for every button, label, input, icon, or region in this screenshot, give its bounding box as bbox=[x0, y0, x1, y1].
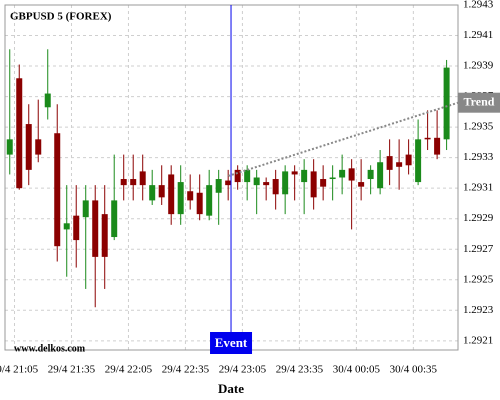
candle-body bbox=[225, 180, 232, 186]
candle-body bbox=[320, 179, 327, 187]
candle-body bbox=[339, 169, 346, 178]
event-label: Event bbox=[215, 335, 248, 350]
y-tick-label: 1.2923 bbox=[463, 304, 494, 316]
candle-body bbox=[187, 191, 194, 201]
candle-body bbox=[16, 78, 23, 189]
candle-body bbox=[386, 156, 393, 170]
x-tick-label: 29/4 23:35 bbox=[276, 364, 324, 376]
x-tick-label: 30/4 00:05 bbox=[333, 364, 381, 376]
candle-body bbox=[149, 185, 156, 201]
candle-body bbox=[263, 182, 270, 186]
candle-body bbox=[244, 169, 251, 183]
candle-body bbox=[215, 179, 222, 193]
y-tick-label: 1.2943 bbox=[463, 0, 494, 11]
candle-body bbox=[63, 223, 70, 230]
y-tick-label: 1.2921 bbox=[463, 334, 493, 346]
candle-body bbox=[329, 177, 336, 180]
candle-body bbox=[139, 171, 146, 186]
candle-body bbox=[73, 215, 80, 241]
y-tick-label: 1.2939 bbox=[463, 60, 494, 72]
y-tick-label: 1.2931 bbox=[463, 182, 493, 194]
candle-body bbox=[6, 139, 13, 155]
x-tick-label: 29/4 22:35 bbox=[162, 364, 210, 376]
y-tick-label: 1.2935 bbox=[463, 121, 494, 133]
trend-line bbox=[227, 101, 459, 177]
trend-label: Trend bbox=[464, 94, 495, 108]
event-label-box bbox=[210, 332, 253, 354]
candle-body bbox=[25, 124, 32, 170]
candle-body bbox=[291, 171, 298, 175]
candle-body bbox=[92, 200, 99, 257]
x-tick-label: 29/4 22:05 bbox=[105, 364, 153, 376]
candle-body bbox=[196, 192, 203, 215]
x-axis-label: Date bbox=[218, 381, 244, 396]
candle-body bbox=[44, 93, 51, 108]
candle-body bbox=[396, 162, 403, 167]
candle-body bbox=[101, 214, 108, 257]
candle-body bbox=[158, 185, 165, 198]
x-tick-label: 29/4 21:35 bbox=[48, 364, 96, 376]
y-tick-label: 1.2925 bbox=[463, 273, 494, 285]
candle-body bbox=[272, 179, 279, 195]
candle-body bbox=[377, 162, 384, 189]
candle-body bbox=[177, 182, 184, 215]
candle-body bbox=[358, 182, 365, 187]
candle-body bbox=[35, 139, 42, 155]
candle-body bbox=[234, 169, 241, 183]
x-tick-label: 29/4 21:05 bbox=[0, 364, 39, 376]
candle-body bbox=[310, 171, 317, 198]
x-tick-label: 30/4 00:35 bbox=[390, 364, 438, 376]
candle-body bbox=[424, 137, 431, 140]
y-tick-label: 1.2941 bbox=[463, 29, 493, 41]
x-tick-label: 29/4 23:05 bbox=[219, 364, 267, 376]
candle-body bbox=[282, 171, 289, 195]
marks bbox=[6, 49, 450, 308]
candle-body bbox=[348, 168, 355, 181]
candle-body bbox=[415, 139, 422, 183]
chart-title: GBPUSD 5 (FOREX) bbox=[10, 11, 112, 23]
candle-body bbox=[206, 185, 213, 216]
y-tick-label: 1.2929 bbox=[463, 212, 494, 224]
candle-body bbox=[434, 137, 441, 155]
y-tick-label: 1.2927 bbox=[463, 243, 494, 255]
candle-body bbox=[82, 200, 89, 218]
y-tick-label: 1.2933 bbox=[463, 151, 494, 163]
trend-label-box bbox=[458, 92, 500, 113]
watermark: www.delkos.com bbox=[14, 343, 86, 354]
candle-body bbox=[54, 133, 61, 247]
candle-body bbox=[405, 154, 412, 166]
candle-body bbox=[130, 179, 137, 186]
candle-body bbox=[443, 67, 450, 140]
candle-body bbox=[111, 200, 118, 238]
candle-body bbox=[168, 174, 175, 215]
candle-body bbox=[367, 169, 374, 180]
candle-body bbox=[253, 177, 260, 186]
candle-body bbox=[120, 179, 127, 186]
candle-body bbox=[301, 169, 308, 183]
